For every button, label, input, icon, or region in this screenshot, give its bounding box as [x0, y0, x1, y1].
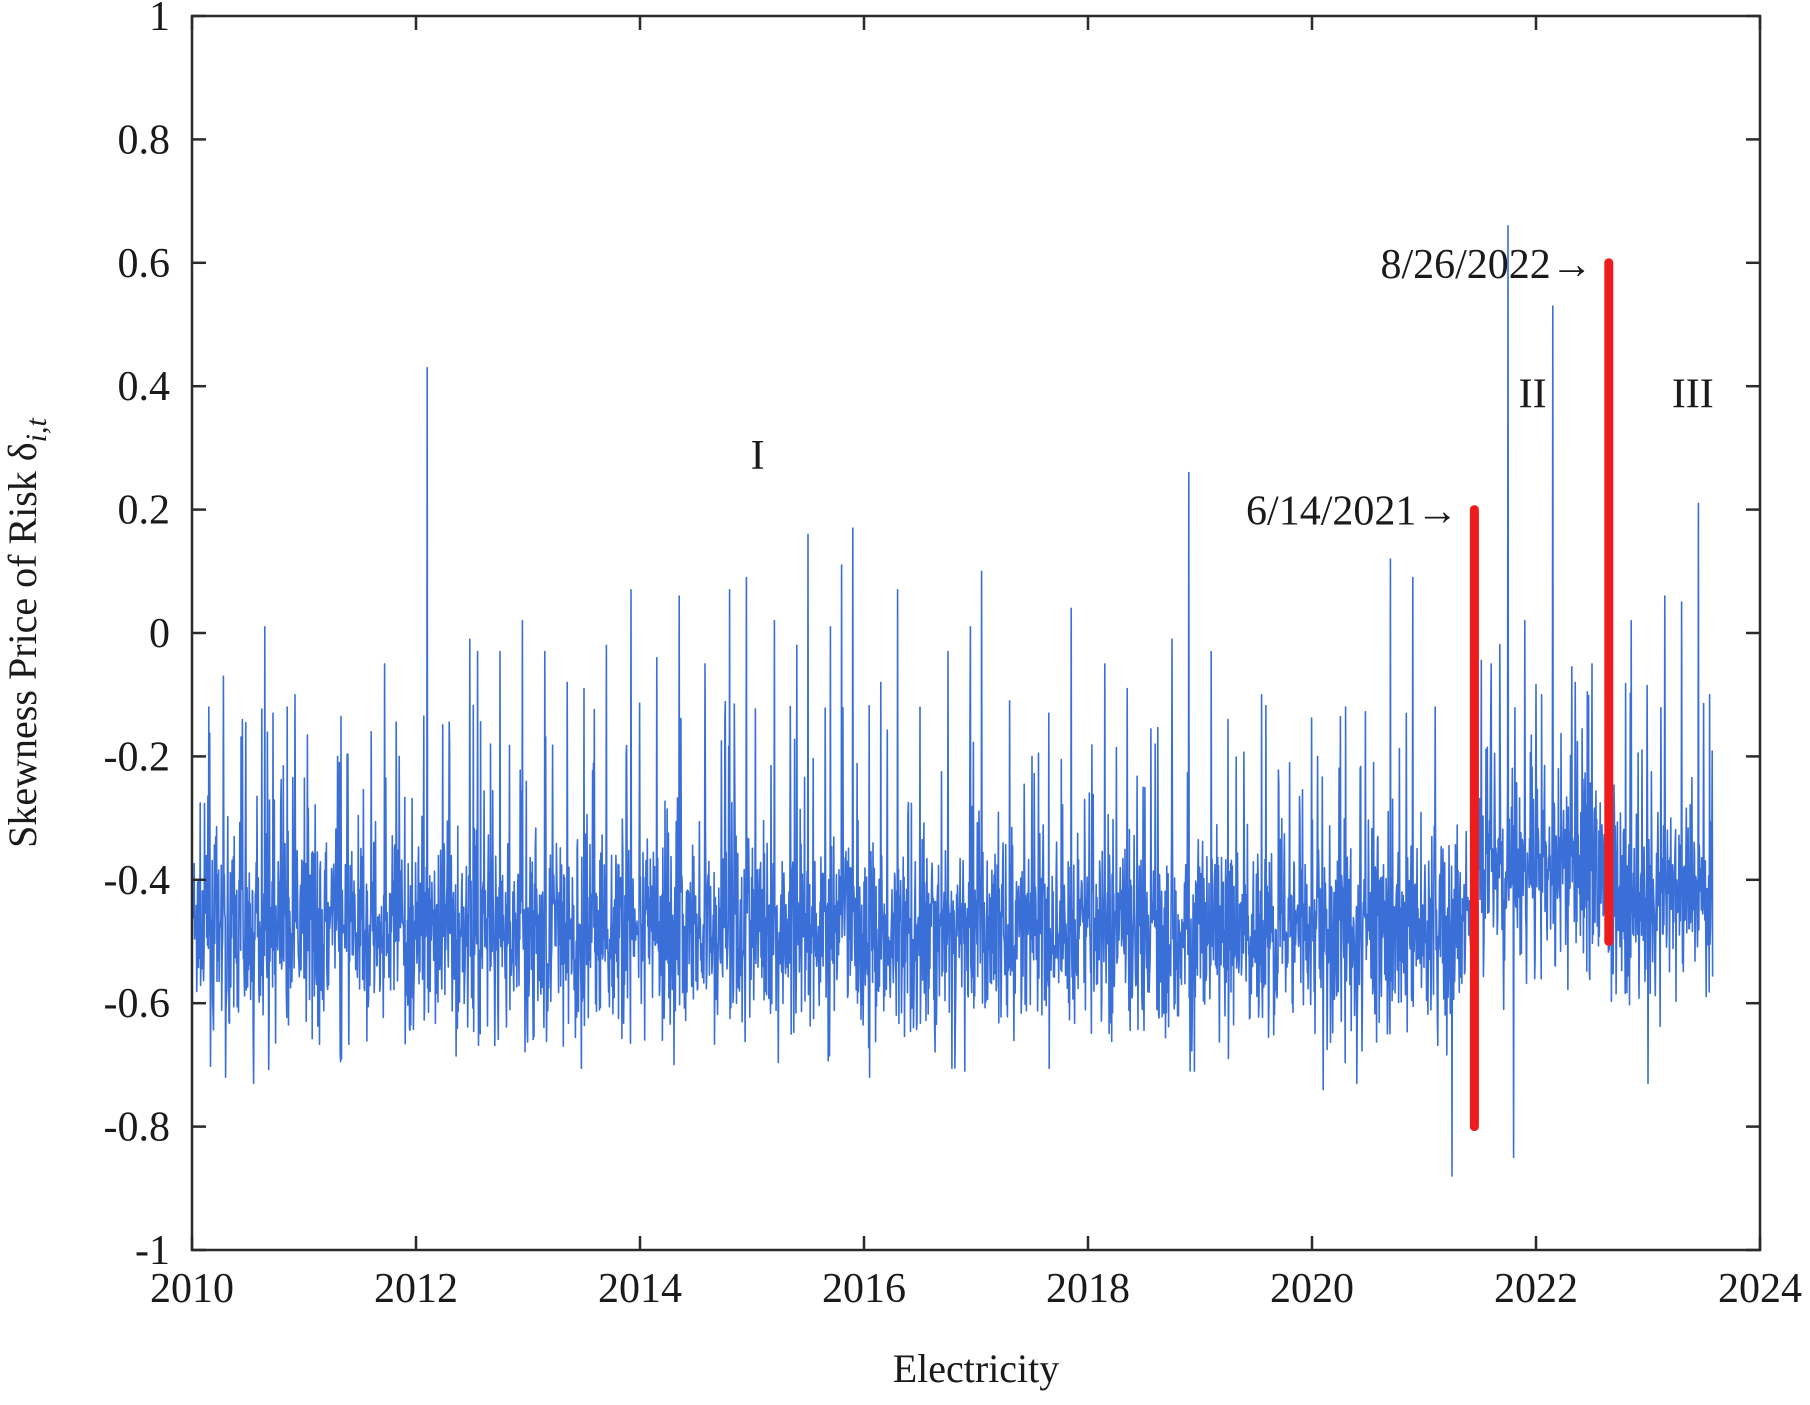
y-tick-label: -0.2 — [104, 734, 171, 780]
regime-label: II — [1519, 371, 1547, 417]
break-label: 8/26/2022→ — [1380, 242, 1592, 288]
x-axis-label: Electricity — [893, 1346, 1060, 1391]
y-tick-label: 0.6 — [118, 241, 171, 287]
y-tick-label: 0 — [149, 611, 170, 657]
x-tick-label: 2010 — [150, 1266, 234, 1312]
y-tick-label: 0.4 — [118, 364, 171, 410]
y-axis-label-main: Skewness Price of Risk δ — [0, 442, 45, 848]
y-tick-label: -0.6 — [104, 981, 171, 1027]
x-tick-label: 2016 — [822, 1266, 906, 1312]
regime-label: III — [1672, 371, 1714, 417]
x-tick-label: 2014 — [598, 1266, 682, 1312]
annotations-layer: III III — [751, 371, 1714, 479]
y-axis-label-subscript: i,t — [20, 418, 53, 443]
ticks-layer: 2010 2012 2014 2016 2018 2020 2022 2024 1 0.8 0.6 0… — [104, 0, 1803, 1312]
series-layer — [191, 225, 1714, 1177]
y-tick-label: 0.8 — [118, 117, 171, 163]
regime-label: I — [751, 433, 765, 479]
series-line — [191, 225, 1714, 1177]
x-tick-label: 2020 — [1270, 1266, 1354, 1312]
x-tick-label: 2022 — [1494, 1266, 1578, 1312]
y-tick-label: -1 — [135, 1228, 170, 1274]
y-tick-label: 1 — [149, 0, 170, 40]
x-tick-label: 2018 — [1046, 1266, 1130, 1312]
y-tick-label: -0.8 — [104, 1105, 171, 1151]
y-axis-label: Skewness Price of Risk δi,t — [0, 418, 53, 848]
x-tick-label: 2024 — [1718, 1266, 1802, 1312]
y-tick-label: 0.2 — [118, 488, 171, 534]
breaks-layer: 6/14/2021→ 8/26/2022→ — [1246, 242, 1614, 1132]
x-tick-label: 2012 — [374, 1266, 458, 1312]
y-tick-label: -0.4 — [104, 858, 171, 904]
break-label: 6/14/2021→ — [1246, 489, 1458, 535]
